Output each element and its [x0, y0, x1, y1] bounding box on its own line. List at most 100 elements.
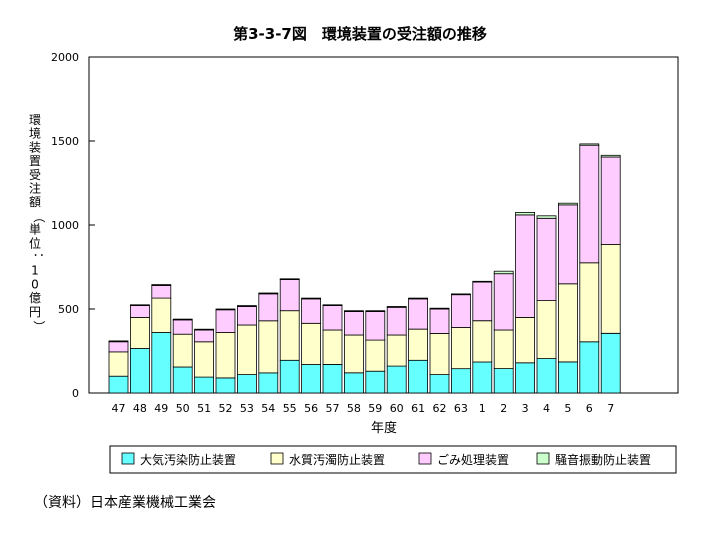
bar-segment [258, 372, 279, 394]
bar-segment [258, 320, 279, 374]
x-tick-label: 6 [586, 402, 593, 415]
bar-segment [579, 262, 600, 343]
bar-segment [579, 144, 600, 264]
legend-swatch [536, 452, 550, 465]
bar-segment [450, 327, 471, 370]
bar-segment [600, 332, 621, 394]
bar-segment [151, 285, 172, 299]
bar-segment [450, 293, 471, 296]
bar-segment [472, 320, 493, 363]
bar-segment [194, 328, 215, 331]
x-tick-label: 56 [304, 402, 318, 415]
bar-segment [600, 243, 621, 334]
bar-segment [258, 293, 279, 322]
bar-segment [279, 279, 300, 312]
y-tick-label: 2000 [51, 51, 79, 64]
legend: 大気汚染防止装置 水質汚濁防止装置 ごみ処理装置 騒音振動防止装置 [121, 452, 651, 467]
bar-segment [365, 311, 386, 341]
x-tick-label: 52 [219, 402, 233, 415]
bar-segment [151, 332, 172, 394]
bar-segment [215, 308, 236, 311]
y-axis-label-text: 環境装置受注額単位 1 0 億円 [29, 113, 41, 319]
bar-segment [172, 318, 193, 321]
bar-segment [236, 306, 257, 326]
bar-segment [408, 328, 429, 361]
bar-segment [172, 319, 193, 335]
x-tick-label: 49 [154, 402, 168, 415]
bar-segment [365, 339, 386, 372]
x-tick-label: 47 [112, 402, 126, 415]
bar-segment [408, 298, 429, 330]
x-tick-label: 4 [543, 402, 550, 415]
x-tick-label: 58 [347, 402, 361, 415]
bar-segment [386, 334, 407, 367]
bar-segment [493, 329, 514, 369]
legend-label: 騒音振動防止装置 [555, 452, 651, 467]
bar-segment [236, 324, 257, 375]
bar-segment [429, 374, 450, 394]
bar-segment [408, 359, 429, 394]
x-axis-label: 年度 [371, 420, 397, 436]
source-note: （資料）日本産業機械工業会 [34, 495, 216, 511]
x-tick-label: 57 [326, 402, 340, 415]
bar-segment [215, 309, 236, 333]
bar-segment [108, 375, 129, 394]
x-tick-label: 5 [564, 402, 571, 415]
bar-segment [215, 377, 236, 394]
bar-segment [429, 307, 450, 310]
bar-segment [301, 363, 322, 394]
bars [108, 143, 621, 394]
bar-segment [579, 341, 600, 394]
bar-segment [515, 211, 535, 216]
bar-segment [386, 306, 407, 308]
bar-segment [472, 281, 493, 322]
bar-segment [108, 351, 129, 377]
bar-segment [236, 305, 257, 307]
chart-title: 第3-3-7図 環境装置の受注額の推移 [233, 25, 487, 43]
y-axis: 0 500 1000 1500 2000 [51, 51, 95, 400]
bar-segment [429, 308, 450, 334]
bar-segment [536, 215, 557, 219]
bar-segment [386, 365, 407, 394]
x-tick-label: 55 [283, 402, 297, 415]
x-tick-label: 3 [522, 402, 529, 415]
bar-segment [558, 204, 578, 285]
bar-segment [279, 310, 300, 361]
y-axis-label-glyph: （ [32, 211, 46, 223]
bar-segment [322, 329, 343, 365]
bar-segment [558, 361, 578, 394]
bar-segment [386, 306, 407, 336]
bar-segment [322, 304, 343, 306]
bar-segment [600, 156, 621, 245]
bar-segment [151, 297, 172, 333]
x-tick-label: 61 [411, 402, 425, 415]
bar-segment [515, 214, 535, 318]
bar-segment [515, 316, 535, 364]
bar-segment [472, 280, 493, 283]
bar-segment [194, 341, 215, 378]
y-axis-label: 環境装置受注額単位 1 0 億円（ ： ） [29, 113, 46, 333]
legend-label: 大気汚染防止装置 [140, 452, 236, 467]
bar-segment [194, 376, 215, 394]
x-tick-label: 50 [176, 402, 190, 415]
bar-segment [450, 368, 471, 394]
bar-segment [600, 154, 621, 158]
x-tick-label: 63 [454, 402, 468, 415]
bar-segment [172, 366, 193, 394]
x-tick-label: 2 [500, 402, 507, 415]
x-tick-label: 54 [261, 402, 275, 415]
bar-segment [515, 362, 535, 394]
legend-swatch [121, 452, 135, 465]
bar-segment [258, 292, 279, 295]
bar-segment [322, 363, 343, 394]
bar-segment [558, 202, 578, 206]
bar-segment [343, 310, 364, 312]
bar-segment [493, 270, 514, 275]
bar-segment [129, 316, 150, 349]
legend-label: 水質汚濁防止装置 [289, 452, 385, 467]
bar-segment [493, 273, 514, 331]
bar-segment [129, 348, 150, 394]
y-tick-label: 500 [58, 303, 79, 316]
bar-segment [493, 368, 514, 394]
